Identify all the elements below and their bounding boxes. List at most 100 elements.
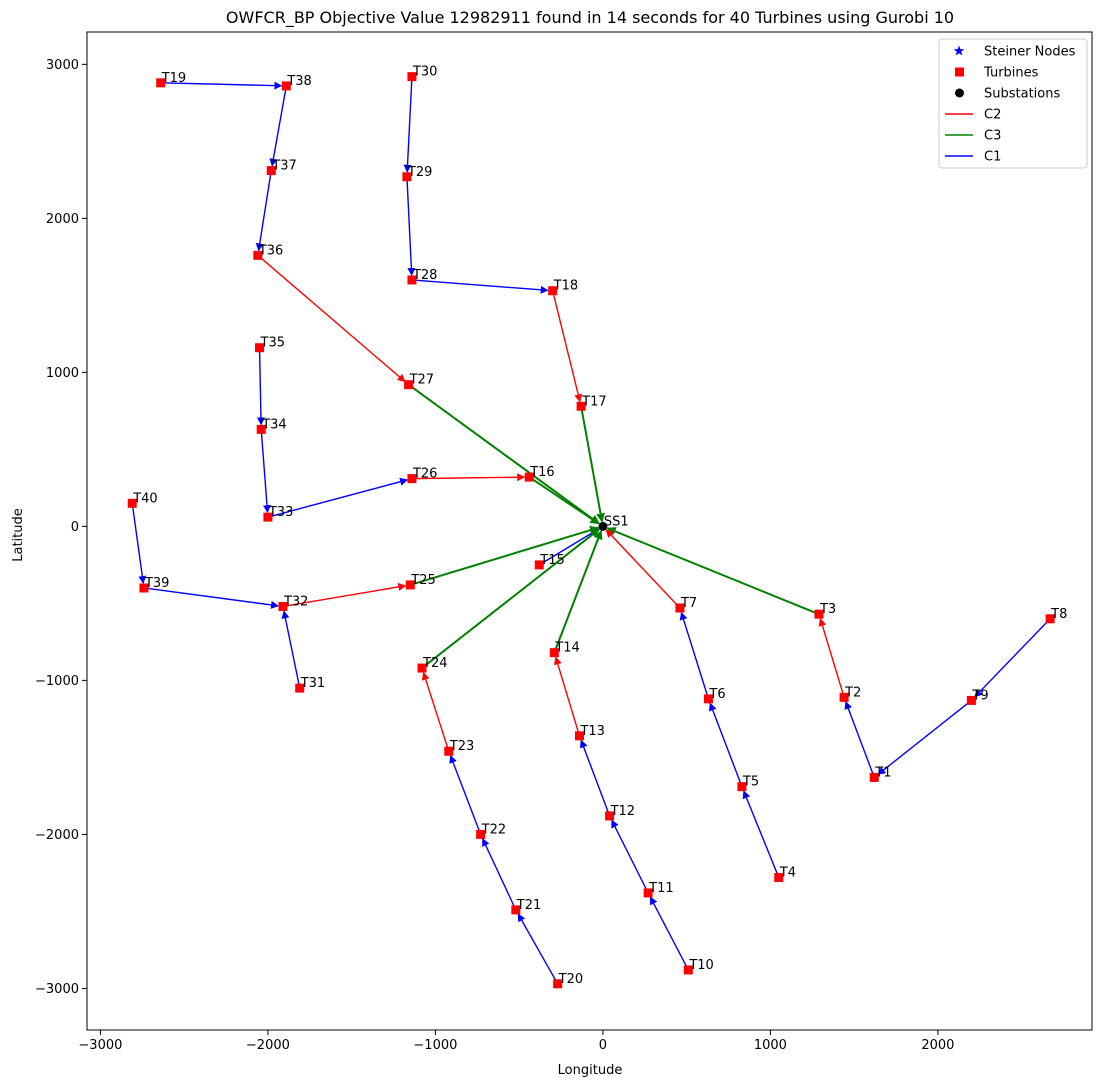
x-tick-label: 2000 [921,1038,954,1053]
y-tick-label: 0 [71,520,79,535]
turbine-marker-t2 [839,692,849,702]
turbine-label-t17: T17 [581,394,606,409]
turbine-marker-t20 [553,979,563,989]
cable-t28-to-t18 [411,279,549,294]
turbine-label-t23: T23 [449,739,474,754]
turbine-marker-t15 [534,560,544,570]
legend-label-turbines: Turbines [983,66,1039,81]
legend: Steiner Nodes Turbines Substations C2 C3 C1 [938,38,1088,169]
cable-t1-to-t2 [844,701,875,778]
turbine-label-t13: T13 [579,724,604,739]
turbine-marker-t8 [1045,614,1055,624]
cable-t7-to-ss1 [605,529,681,609]
turbine-marker-t21 [511,905,521,915]
turbine-label-t39: T39 [144,576,169,591]
turbine-label-t24: T24 [422,656,447,671]
turbine-marker-t27 [404,380,414,390]
turbine-label-t1: T1 [874,765,891,780]
y-tick-label: −1000 [35,674,79,689]
turbine-label-t36: T36 [258,243,283,258]
cable-t31-to-t32 [281,610,301,689]
cable-t17-to-ss1 [580,406,606,523]
legend-label-c1: C1 [984,150,1001,165]
turbine-label-t20: T20 [558,972,583,987]
turbine-label-t28: T28 [412,268,437,283]
turbine-markers [127,72,1055,989]
cable-t15-to-ss1 [538,528,600,566]
turbine-label-t22: T22 [481,822,506,837]
turbine-label-t19: T19 [161,71,186,86]
turbine-label-t25: T25 [410,573,435,588]
cable-t34-to-t33 [260,429,271,514]
turbine-label-t32: T32 [283,594,308,609]
turbine-marker-t14 [549,648,559,658]
x-tick-label: −3000 [78,1038,122,1053]
turbine-marker-t39 [139,583,149,593]
y-axis-title: Latitude [11,508,26,562]
turbine-label-t10: T10 [688,958,713,973]
cable-t30-to-t29 [403,76,413,173]
turbine-marker-t32 [278,601,288,611]
y-tick-label: −2000 [35,828,79,843]
turbine-label-t7: T7 [680,596,697,611]
turbine-marker-t7 [675,603,685,613]
y-tick-label: 1000 [46,366,79,381]
y-tick-label: 3000 [46,58,79,73]
turbine-marker-t25 [405,580,415,590]
turbine-label-t33: T33 [268,505,293,520]
cable-t37-to-t36 [255,170,272,252]
legend-swatch-steiner-nodes [953,45,965,56]
x-tick-label: 0 [599,1038,607,1053]
cable-t21-to-t22 [482,838,517,911]
turbine-label-t34: T34 [261,417,286,432]
turbine-label-t12: T12 [610,804,635,819]
cable-t14-to-ss1 [553,530,603,654]
x-tick-label: −2000 [246,1038,290,1053]
cable-t19-to-t38 [160,81,283,90]
turbine-marker-t18 [548,286,558,296]
turbine-label-t37: T37 [271,159,296,174]
turbine-label-t9: T9 [971,688,988,703]
cable-t35-to-t34 [256,347,265,426]
turbine-label-t2: T2 [844,685,861,700]
legend-swatch-substations [955,88,964,98]
turbine-label-t30: T30 [412,65,437,80]
turbine-marker-t34 [256,424,266,434]
substation-markers [598,521,608,531]
turbine-marker-t31 [295,683,305,693]
cable-t39-to-t32 [143,587,280,609]
turbine-marker-t37 [266,166,276,176]
legend-label-steiner-nodes: Steiner Nodes [984,45,1076,60]
cable-t26-to-t16 [411,473,526,482]
substation-label-ss1: SS1 [604,514,629,529]
turbine-marker-t13 [574,731,584,741]
turbine-marker-t36 [253,250,263,260]
cable-t2-to-t3 [818,617,845,698]
cable-t5-to-t6 [708,702,743,787]
cable-t22-to-t23 [449,754,482,835]
cable-t24-to-ss1 [421,528,600,669]
turbine-marker-t12 [605,811,615,821]
turbine-marker-t19 [156,78,166,88]
turbine-label-t14: T14 [554,641,579,656]
cable-t25-to-ss1 [409,525,600,586]
cable-t3-to-ss1 [606,527,820,616]
cable-t29-to-t28 [406,176,416,276]
turbine-marker-t5 [737,782,747,792]
legend-label-c2: C2 [984,108,1001,123]
turbine-marker-t10 [683,965,693,975]
turbine-marker-t28 [407,275,417,285]
y-axis-ticks: −3000 −2000 −1000 0 1000 2000 3000 [35,58,87,997]
x-axis-title: Longitude [558,1063,623,1078]
cable-t32-to-t25 [282,582,407,608]
substation-marker-ss1 [598,521,608,531]
turbine-marker-t1 [869,772,879,782]
turbine-marker-t11 [643,888,653,898]
cable-t10-to-t11 [649,896,689,971]
turbine-label-t18: T18 [553,279,578,294]
turbine-marker-t3 [814,609,824,619]
turbine-marker-t38 [281,81,291,91]
x-axis-ticks: −3000 −2000 −1000 0 1000 2000 [78,1030,954,1053]
turbine-marker-t40 [127,498,137,508]
